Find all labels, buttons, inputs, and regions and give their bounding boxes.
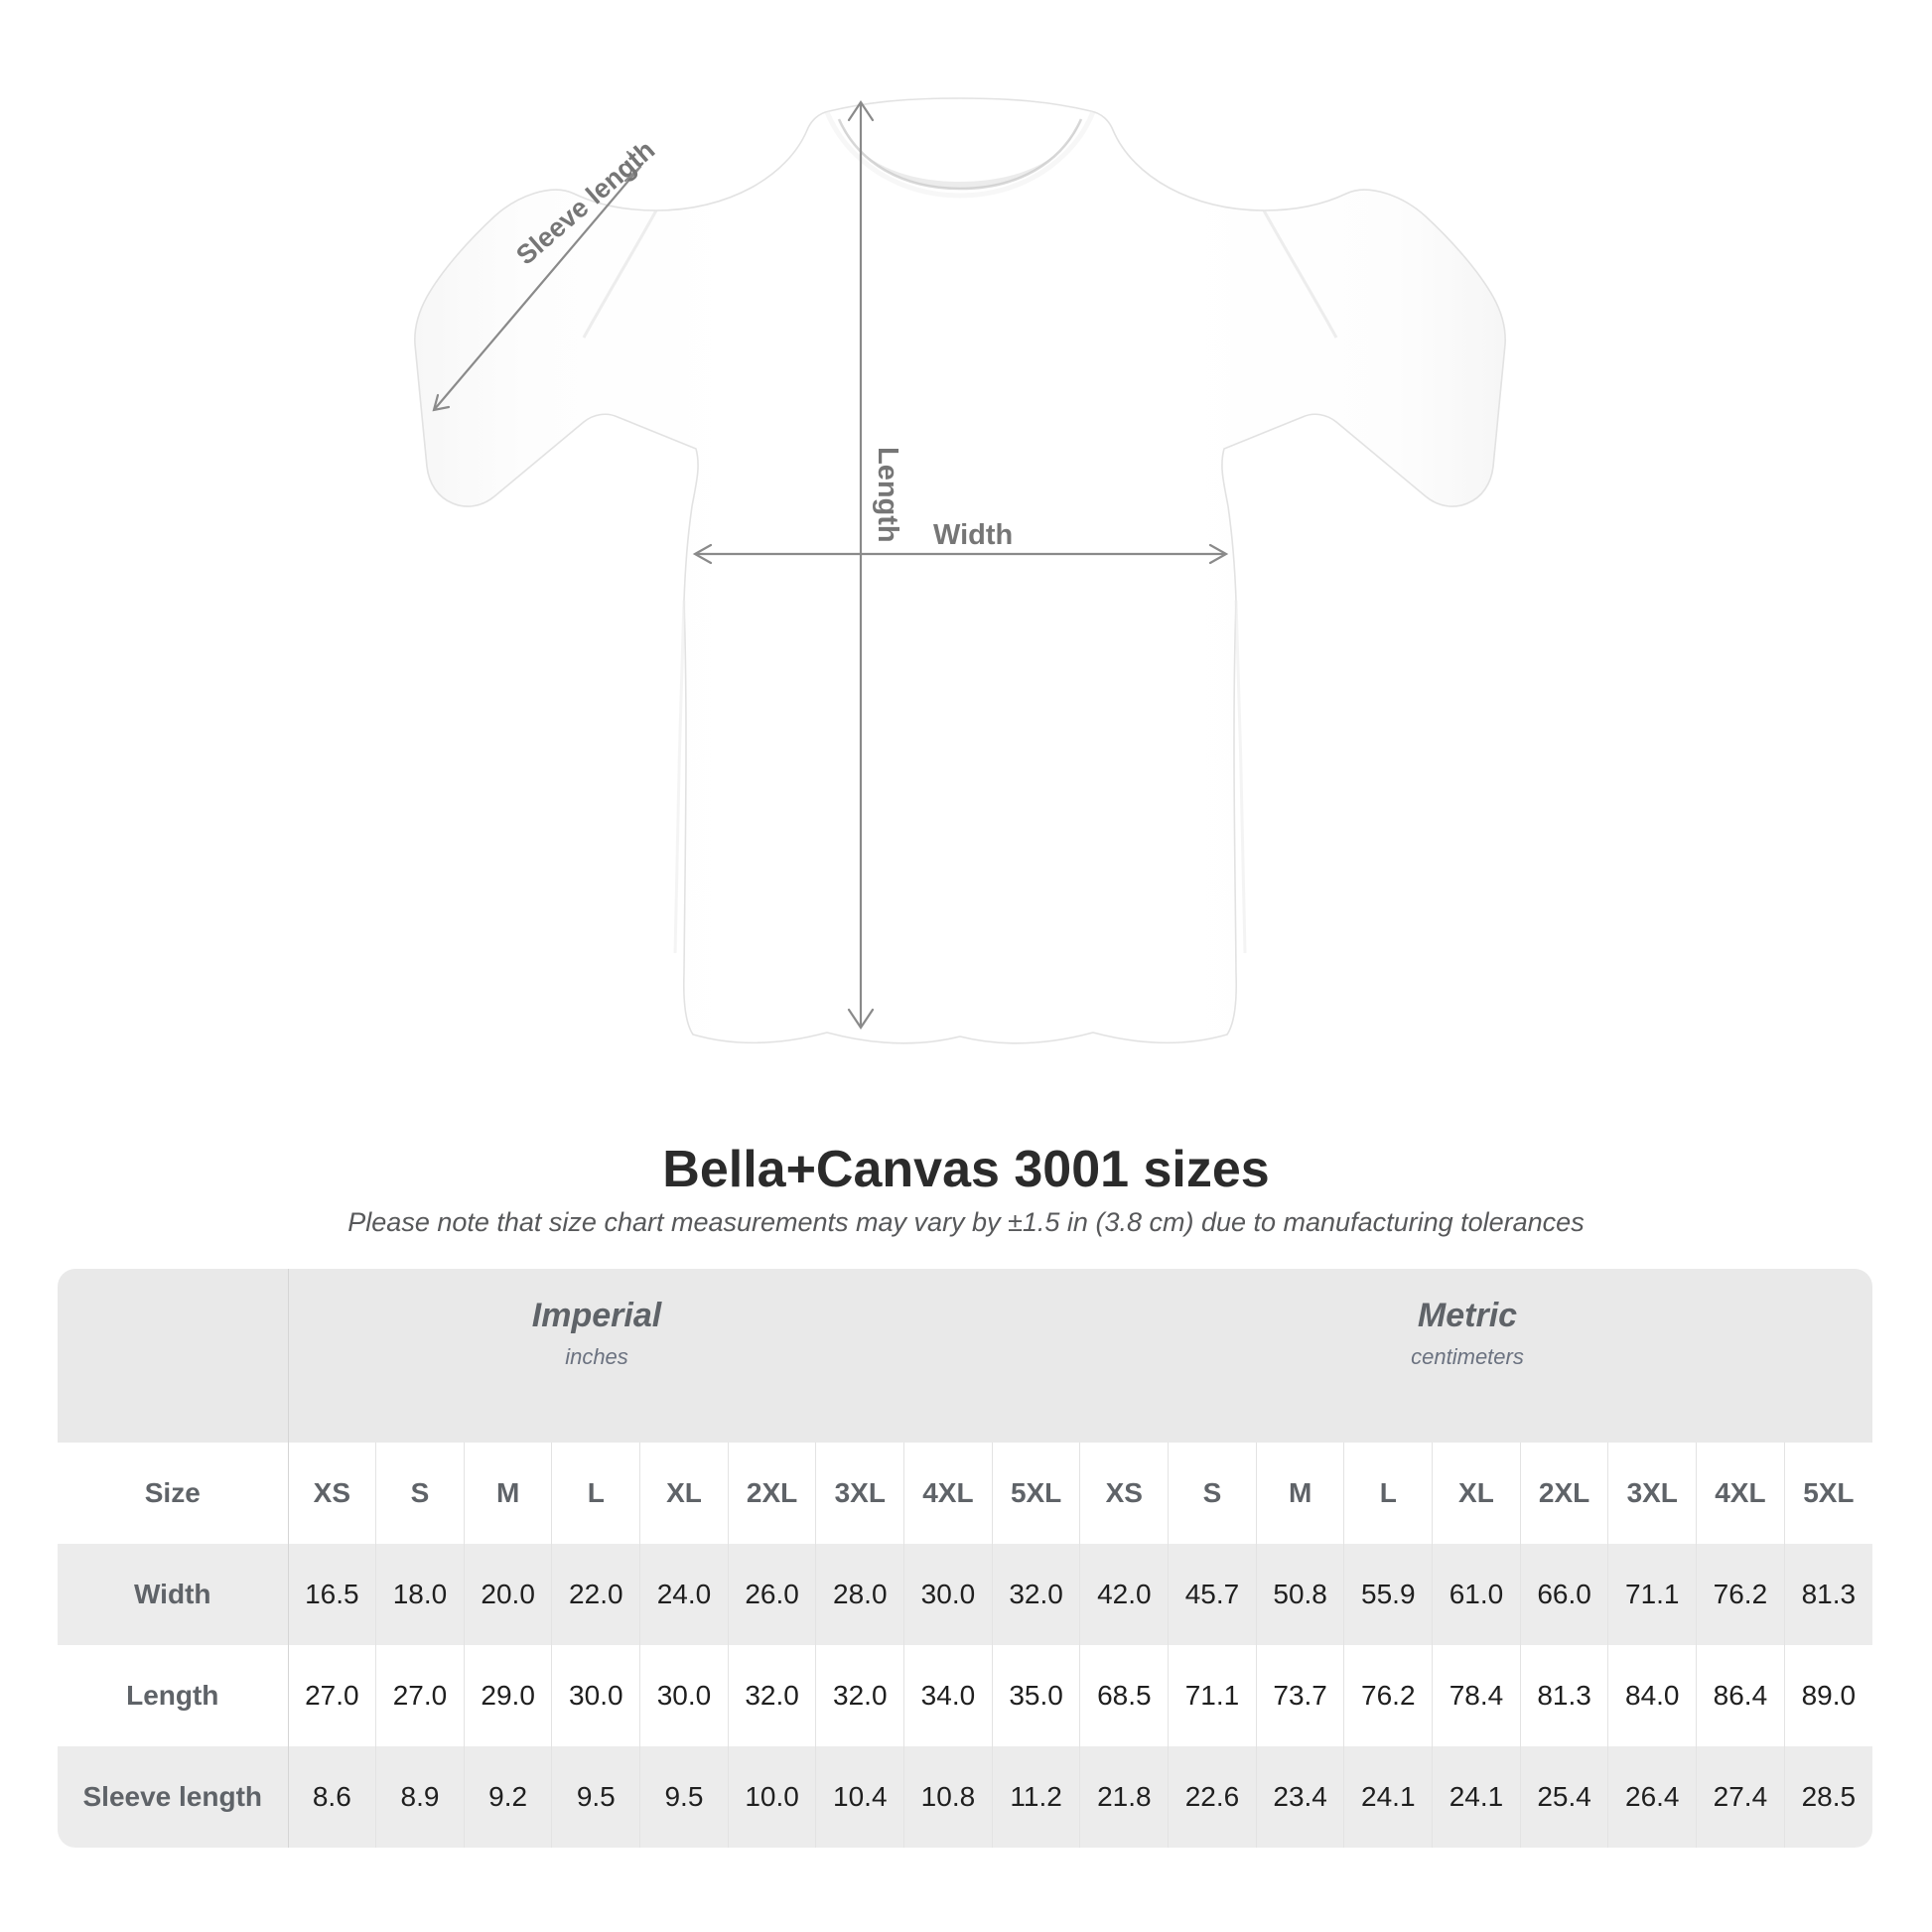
svg-text:Length: Length — [872, 447, 903, 543]
svg-text:Width: Width — [933, 519, 1013, 551]
